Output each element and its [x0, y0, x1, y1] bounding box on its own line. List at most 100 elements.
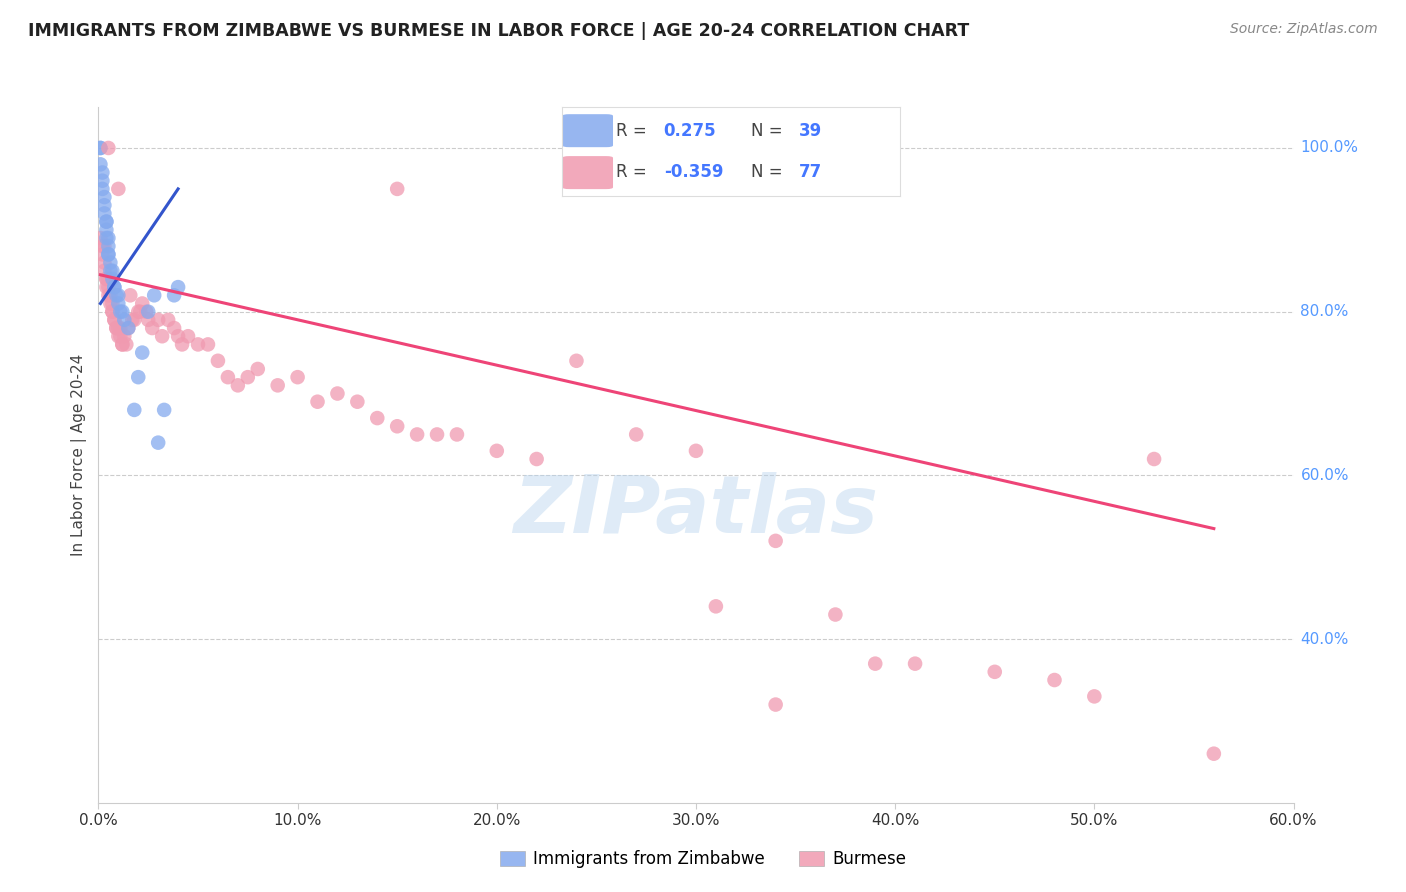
Point	[824, 607, 846, 622]
Point	[105, 321, 128, 335]
Point	[167, 280, 190, 294]
Point	[97, 239, 120, 253]
Text: N =: N =	[751, 122, 783, 140]
Point	[91, 239, 114, 253]
Point	[97, 247, 120, 261]
Point	[287, 370, 309, 384]
Point	[326, 386, 349, 401]
Point	[129, 304, 152, 318]
Point	[1143, 452, 1166, 467]
Point	[1043, 673, 1066, 687]
Text: N =: N =	[751, 163, 783, 181]
Point	[207, 353, 229, 368]
FancyBboxPatch shape	[562, 156, 613, 189]
Point	[117, 321, 139, 335]
Point	[136, 313, 159, 327]
Point	[624, 427, 647, 442]
Point	[565, 353, 588, 368]
Point	[93, 239, 115, 253]
Text: ZIPatlas: ZIPatlas	[513, 472, 879, 549]
Point	[97, 280, 120, 294]
Point	[124, 403, 146, 417]
Point	[101, 304, 124, 318]
Point	[485, 443, 508, 458]
Point	[97, 272, 120, 286]
Point	[267, 378, 290, 392]
Point	[120, 288, 142, 302]
Point	[148, 313, 170, 327]
Point	[98, 264, 122, 278]
Point	[107, 321, 129, 335]
Point	[98, 296, 122, 310]
Text: 40.0%: 40.0%	[1301, 632, 1348, 647]
Point	[96, 272, 118, 286]
Point	[141, 321, 163, 335]
Point	[765, 698, 787, 712]
Point	[110, 321, 132, 335]
Point	[103, 280, 125, 294]
Point	[765, 533, 787, 548]
Point	[93, 198, 115, 212]
Point	[704, 599, 727, 614]
Point	[97, 231, 120, 245]
Point	[236, 370, 259, 384]
Text: -0.359: -0.359	[664, 163, 723, 181]
Point	[111, 337, 134, 351]
Point	[105, 321, 128, 335]
Point	[163, 288, 186, 302]
Point	[121, 313, 143, 327]
Point	[96, 214, 118, 228]
Point	[89, 157, 111, 171]
Point	[426, 427, 449, 442]
Point	[131, 345, 153, 359]
Point	[1083, 690, 1105, 704]
Point	[904, 657, 927, 671]
Point	[385, 419, 409, 434]
Point	[127, 370, 149, 384]
Text: 77: 77	[799, 163, 823, 181]
Point	[98, 288, 122, 302]
Point	[153, 403, 176, 417]
Point	[131, 296, 153, 310]
Y-axis label: In Labor Force | Age 20-24: In Labor Force | Age 20-24	[72, 354, 87, 556]
Point	[103, 280, 125, 294]
Point	[157, 313, 180, 327]
Point	[93, 264, 115, 278]
Point	[112, 329, 135, 343]
Point	[103, 313, 125, 327]
Text: 39: 39	[799, 122, 823, 140]
Point	[107, 288, 129, 302]
Point	[96, 280, 118, 294]
FancyBboxPatch shape	[562, 114, 613, 147]
Point	[105, 288, 128, 302]
Point	[167, 329, 190, 343]
Point	[1202, 747, 1225, 761]
Point	[89, 231, 111, 245]
Point	[217, 370, 239, 384]
Point	[91, 247, 114, 261]
Point	[135, 304, 157, 318]
Point	[685, 443, 707, 458]
Point	[107, 182, 129, 196]
Point	[96, 231, 118, 245]
Point	[91, 182, 114, 196]
Point	[177, 329, 200, 343]
Point	[96, 272, 118, 286]
Point	[112, 313, 135, 327]
Point	[91, 174, 114, 188]
Point	[89, 141, 111, 155]
Point	[107, 296, 129, 310]
Point	[307, 394, 329, 409]
Text: R =: R =	[616, 163, 647, 181]
Point	[97, 288, 120, 302]
Point	[107, 329, 129, 343]
Point	[93, 206, 115, 220]
Point	[346, 394, 368, 409]
Text: 100.0%: 100.0%	[1301, 140, 1358, 155]
Point	[111, 337, 134, 351]
Point	[143, 288, 166, 302]
Point	[172, 337, 194, 351]
Point	[366, 411, 388, 425]
Point	[226, 378, 249, 392]
Point	[101, 296, 124, 310]
